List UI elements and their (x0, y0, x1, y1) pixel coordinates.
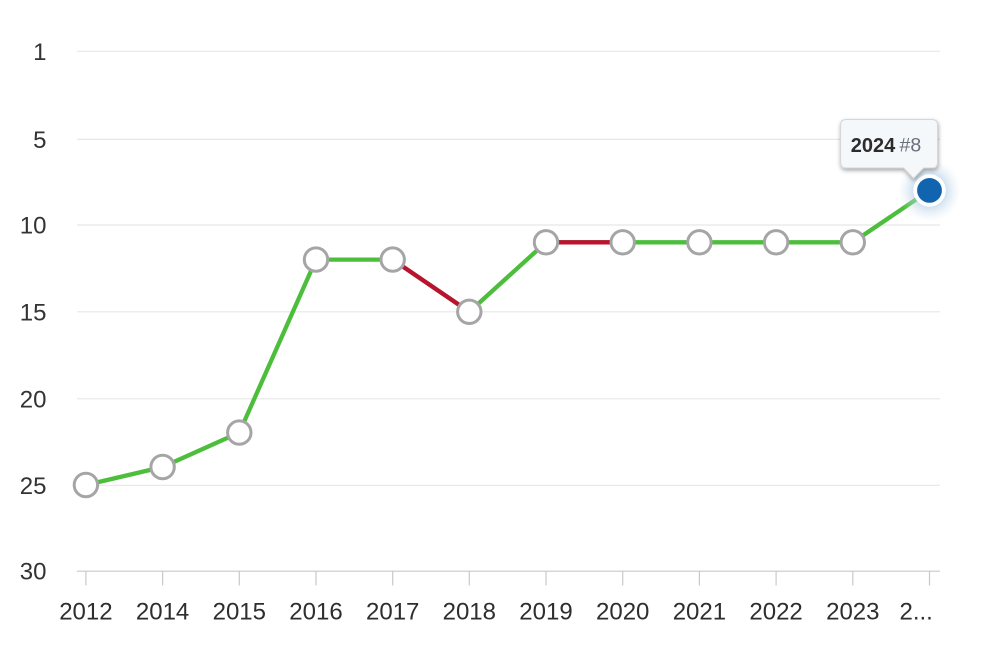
svg-text:20: 20 (20, 386, 47, 413)
svg-text:1: 1 (33, 39, 46, 66)
svg-text:2015: 2015 (213, 599, 266, 626)
svg-text:15: 15 (20, 299, 47, 326)
svg-text:#8: #8 (900, 135, 922, 157)
svg-text:2016: 2016 (289, 599, 342, 626)
svg-text:10: 10 (20, 213, 47, 240)
svg-text:30: 30 (20, 559, 47, 586)
svg-text:2023: 2023 (826, 599, 879, 626)
svg-text:25: 25 (20, 473, 47, 500)
svg-text:2012: 2012 (59, 599, 112, 626)
svg-text:2021: 2021 (673, 599, 726, 626)
svg-text:2...: 2... (900, 599, 933, 626)
svg-text:2019: 2019 (519, 599, 572, 626)
svg-text:2024: 2024 (851, 135, 896, 157)
svg-text:2014: 2014 (136, 599, 189, 626)
svg-text:2020: 2020 (596, 599, 649, 626)
svg-text:2017: 2017 (366, 599, 419, 626)
svg-text:2022: 2022 (749, 599, 802, 626)
svg-text:2018: 2018 (443, 599, 496, 626)
svg-text:5: 5 (33, 127, 46, 154)
